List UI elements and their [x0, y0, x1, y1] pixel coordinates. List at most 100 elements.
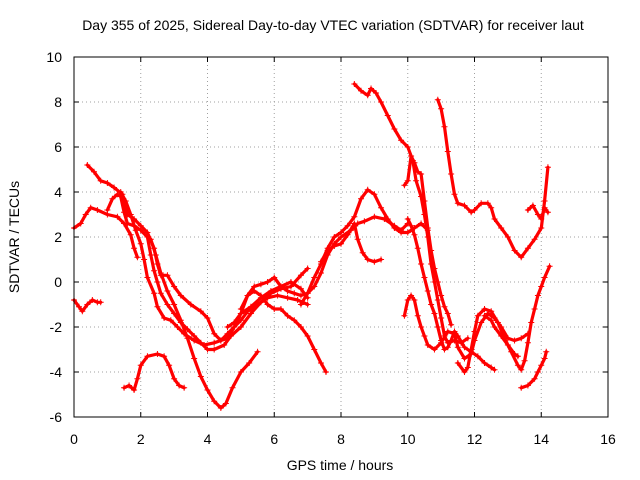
data-point [161, 315, 168, 321]
y-axis-label: SDTVAR / TECUs [6, 181, 22, 293]
data-point [538, 283, 545, 290]
data-point [144, 234, 151, 240]
data-point [531, 236, 538, 243]
data-point [544, 164, 551, 171]
data-point [177, 317, 184, 324]
data-point [247, 310, 254, 317]
plot-frame [73, 56, 609, 418]
data-point [171, 310, 178, 317]
data-point [76, 303, 83, 310]
data-point [109, 195, 116, 202]
series-2 [71, 204, 141, 261]
data-point [89, 297, 96, 303]
data-point [361, 218, 368, 225]
data-point [364, 256, 371, 263]
series-19 [518, 348, 550, 391]
data-point [408, 292, 415, 299]
data-point [528, 319, 535, 326]
series-3 [84, 162, 311, 344]
data-point [384, 112, 391, 119]
chart-title: Day 355 of 2025, Sidereal Day-to-day VTE… [82, 17, 584, 33]
data-point [344, 231, 351, 238]
data-point [484, 200, 491, 207]
data-point [454, 200, 461, 207]
data-point [401, 312, 408, 319]
data-point [384, 216, 391, 222]
data-point [164, 288, 171, 294]
data-point [404, 144, 411, 150]
data-point [504, 234, 511, 240]
data-point [237, 306, 244, 312]
data-point [211, 398, 218, 405]
data-point [131, 245, 138, 252]
x-tick-label: 12 [467, 431, 483, 447]
data-point [414, 245, 421, 252]
data-point [331, 234, 338, 240]
series-5 [117, 189, 311, 348]
data-point [257, 292, 264, 299]
series-18 [524, 202, 551, 222]
data-point [543, 348, 550, 355]
series-20 [481, 312, 521, 360]
data-point [291, 317, 298, 324]
data-point [152, 252, 159, 258]
data-point [461, 202, 468, 209]
data-point [157, 290, 164, 297]
data-point [438, 315, 445, 321]
data-point [338, 229, 344, 236]
y-tick-label: 8 [54, 94, 62, 110]
data-point [448, 171, 455, 177]
data-point [277, 306, 284, 312]
data-point [359, 249, 366, 256]
data-point [122, 198, 129, 204]
data-point [224, 324, 231, 330]
data-point [121, 384, 128, 391]
data-point [491, 366, 498, 373]
data-point [461, 369, 468, 375]
data-point [534, 369, 541, 375]
data-point [411, 297, 418, 303]
data-point [297, 285, 304, 292]
series-8 [224, 288, 329, 375]
data-point [541, 355, 548, 362]
data-point [521, 357, 528, 364]
x-tick-label: 2 [137, 431, 145, 447]
data-point [524, 339, 531, 346]
data-point [354, 236, 361, 243]
series-line [526, 203, 550, 221]
data-point [227, 333, 234, 339]
y-tick-label: 4 [54, 184, 62, 200]
data-point [418, 324, 425, 330]
data-point [317, 360, 324, 366]
data-point [371, 258, 378, 265]
data-point [511, 351, 518, 357]
data-point [481, 312, 488, 319]
data-point [421, 274, 428, 281]
x-tick-label: 14 [533, 431, 549, 447]
y-tick-label: 0 [54, 274, 62, 290]
data-point [448, 337, 455, 344]
x-tick-label: 10 [400, 431, 416, 447]
y-tick-label: -2 [50, 319, 63, 335]
data-point [398, 229, 405, 236]
data-point [538, 216, 545, 222]
data-point [221, 342, 228, 348]
data-point [231, 319, 238, 326]
data-point [451, 191, 458, 198]
data-point [154, 279, 161, 285]
data-point [211, 339, 218, 346]
series-6 [121, 351, 188, 393]
data-point [431, 265, 438, 272]
data-point [317, 270, 324, 276]
data-point [391, 225, 398, 231]
data-point [104, 180, 111, 186]
data-point [511, 337, 518, 344]
data-point [171, 283, 178, 290]
data-point [154, 351, 161, 357]
data-point [404, 216, 411, 222]
data-point [104, 207, 111, 213]
data-point [217, 337, 224, 344]
data-point [441, 303, 448, 310]
